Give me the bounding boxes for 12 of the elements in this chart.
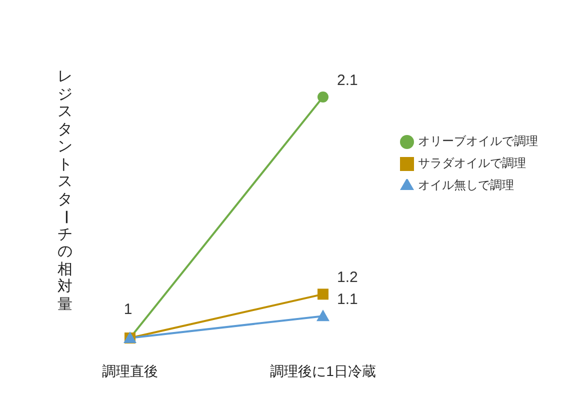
legend-label: オリーブオイルで調理 bbox=[418, 134, 538, 148]
x-tick-label: 調理後に1日冷蔵 bbox=[270, 362, 376, 379]
data-label: 1.1 bbox=[337, 291, 358, 308]
text: レジスタントスターチの相対量 bbox=[56, 68, 74, 312]
point bbox=[318, 92, 328, 102]
data-label: 1.2 bbox=[337, 269, 358, 286]
legend-label: サラダオイルで調理 bbox=[418, 156, 526, 170]
legend-label: オイル無しで調理 bbox=[418, 178, 514, 192]
data-label: 1 bbox=[124, 301, 132, 318]
x-tick-label: 調理直後 bbox=[102, 362, 158, 379]
data-label: 2.1 bbox=[337, 72, 358, 89]
point bbox=[318, 288, 328, 300]
